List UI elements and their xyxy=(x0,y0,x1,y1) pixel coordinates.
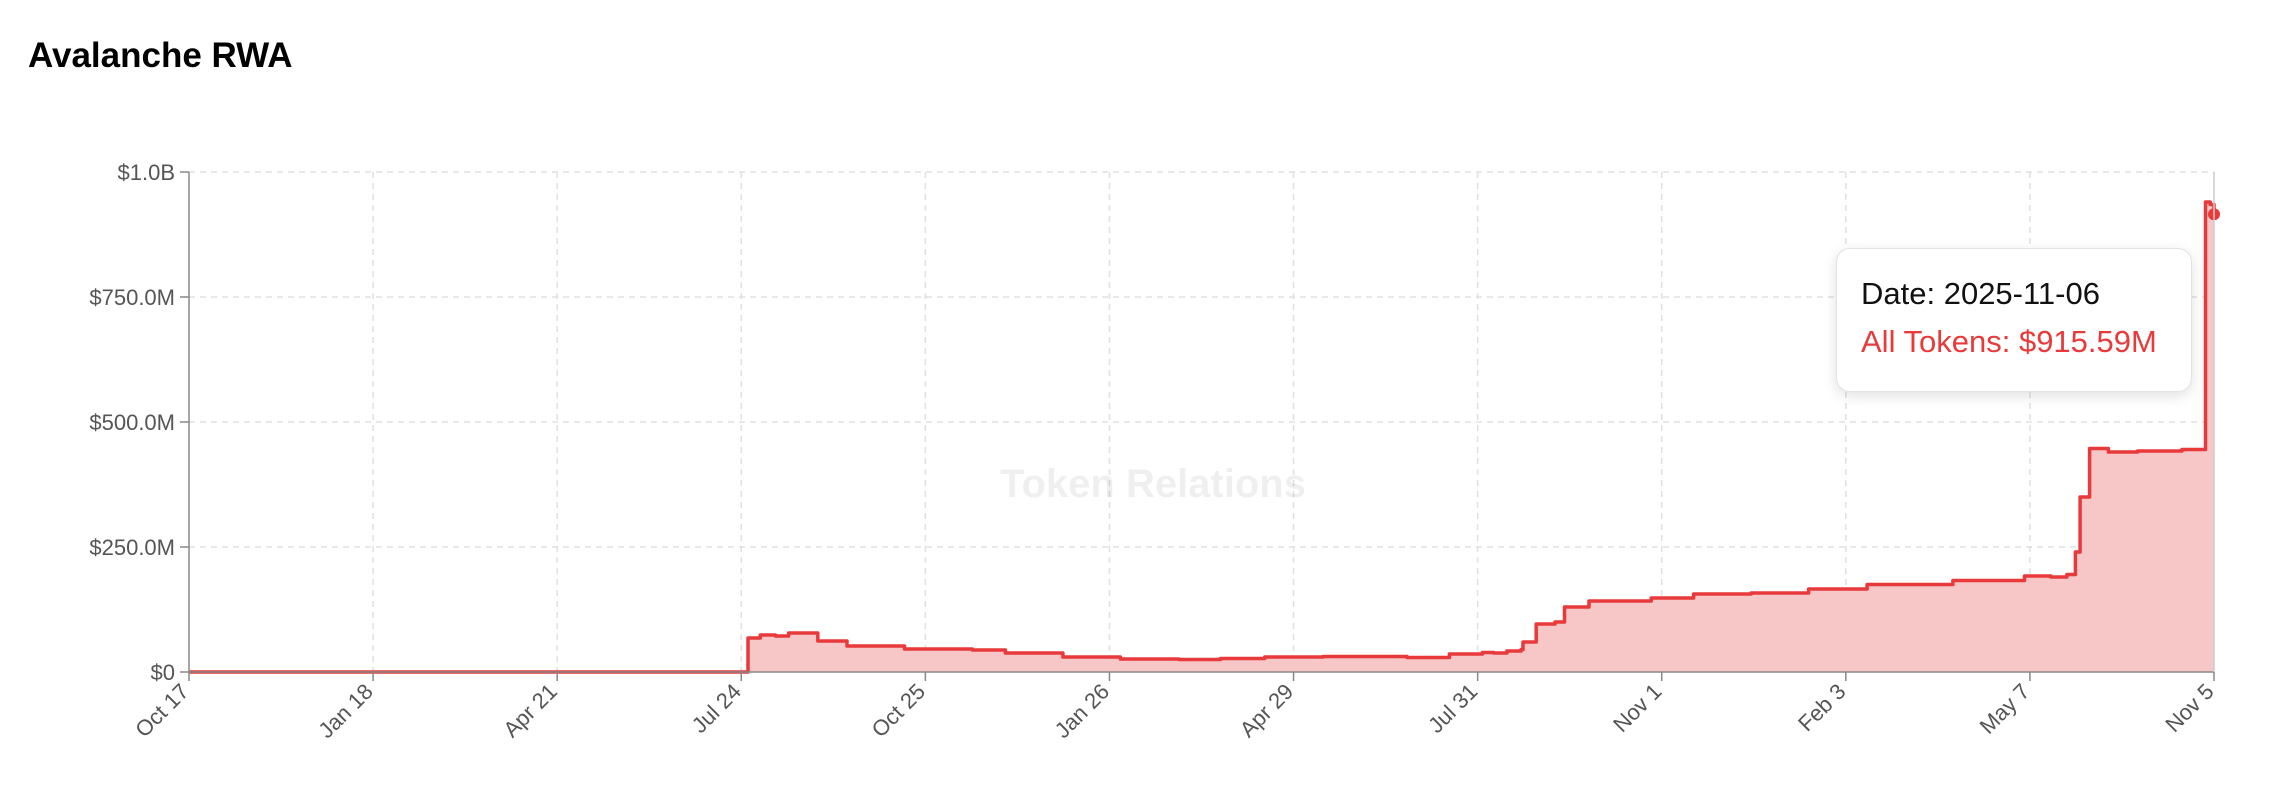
x-tick-label: Nov 1 xyxy=(1608,679,1666,737)
y-axis-ticks: $0 $250.0M $500.0M $750.0M $1.0B xyxy=(89,160,175,685)
y-tick-label: $0 xyxy=(151,660,175,685)
y-tick-label: $250.0M xyxy=(89,535,175,560)
y-tick-label: $750.0M xyxy=(89,285,175,310)
x-tick-label: Feb 3 xyxy=(1793,679,1850,736)
series-line xyxy=(189,200,2216,674)
x-tick-label: May 7 xyxy=(1975,679,2035,739)
x-tick-label: Jan 18 xyxy=(313,679,377,743)
chart-title: Avalanche RWA xyxy=(28,36,293,75)
x-tick-label: Apr 29 xyxy=(1235,679,1299,743)
x-axis-ticks: Oct 17 Jan 18 Apr 21 Jul 24 Oct 25 Jan 26 Apr … xyxy=(130,679,2219,743)
series-area-fill xyxy=(189,202,2214,672)
tooltip-value: All Tokens: $915.59M xyxy=(1861,324,2157,359)
x-tick-label: Jul 24 xyxy=(687,679,746,738)
y-tick-label: $1.0B xyxy=(118,160,176,185)
axes xyxy=(180,171,2215,681)
watermark: Token Relations xyxy=(1000,462,1306,506)
x-tick-label: Oct 17 xyxy=(130,679,194,743)
hover-tooltip: Date: 2025-11-06 All Tokens: $915.59M xyxy=(1836,248,2192,392)
x-tick-label: Jul 31 xyxy=(1423,679,1482,738)
x-tick-label: Apr 21 xyxy=(498,679,562,743)
x-tick-label: Jan 26 xyxy=(1050,679,1114,743)
tooltip-date: Date: 2025-11-06 xyxy=(1861,276,2100,311)
x-tick-label: Oct 25 xyxy=(867,679,931,743)
y-tick-label: $500.0M xyxy=(89,410,175,435)
x-tick-label: Nov 5 xyxy=(2160,679,2218,737)
